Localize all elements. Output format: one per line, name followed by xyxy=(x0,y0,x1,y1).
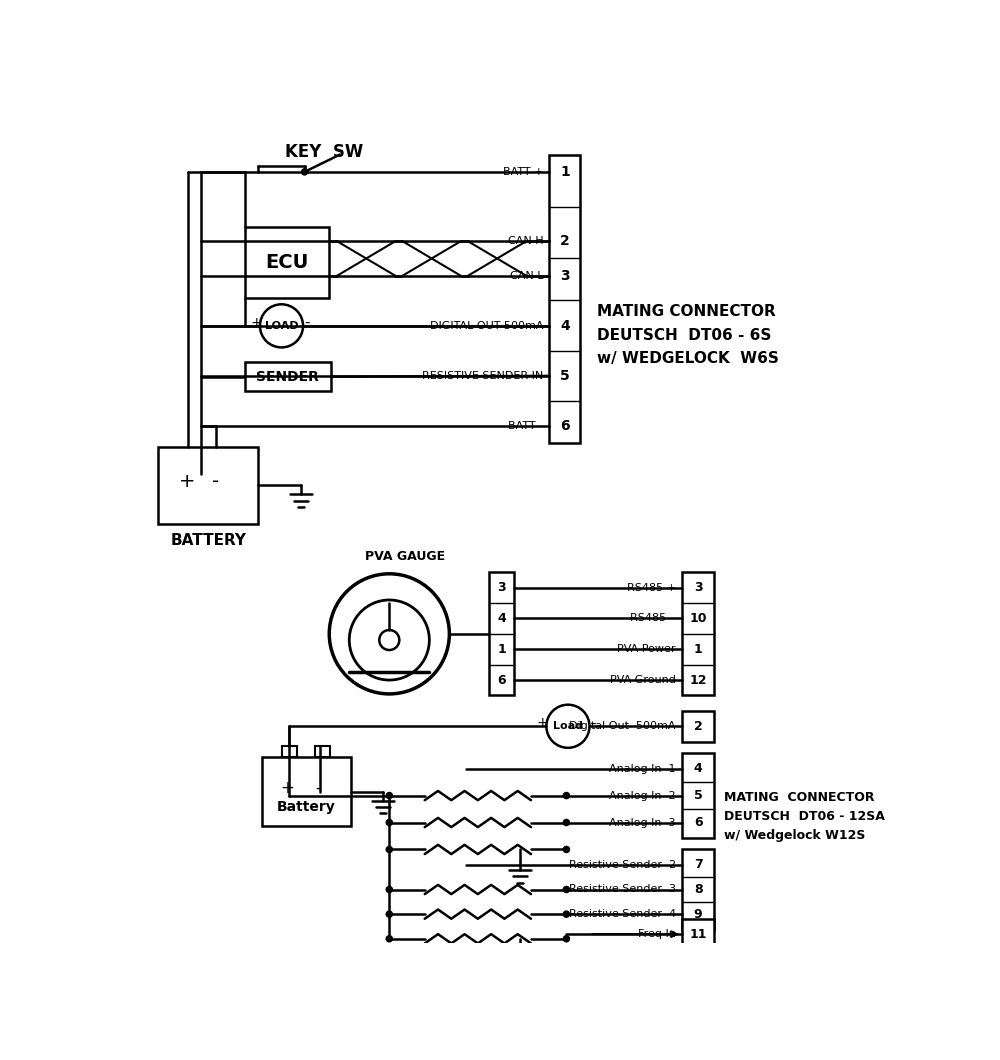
Circle shape xyxy=(260,304,303,348)
Text: 9: 9 xyxy=(694,907,702,921)
Text: LOAD: LOAD xyxy=(265,321,298,331)
Bar xyxy=(682,919,714,950)
Text: +: + xyxy=(179,472,196,491)
Text: 1: 1 xyxy=(694,642,702,656)
Text: CAN H: CAN H xyxy=(508,236,543,246)
Bar xyxy=(245,363,331,391)
Text: RS485 +: RS485 + xyxy=(627,583,676,593)
Bar xyxy=(245,227,329,298)
Circle shape xyxy=(563,819,569,826)
Circle shape xyxy=(563,793,569,798)
Circle shape xyxy=(329,573,449,694)
Text: BATT -: BATT - xyxy=(508,421,543,431)
Text: SENDER: SENDER xyxy=(256,370,319,384)
Text: Freq In: Freq In xyxy=(638,930,676,939)
Text: PVA Ground: PVA Ground xyxy=(610,675,676,685)
Text: Resistive Sender  2: Resistive Sender 2 xyxy=(569,860,676,870)
Text: BATT +: BATT + xyxy=(503,166,543,177)
Text: -: - xyxy=(212,472,220,491)
Circle shape xyxy=(563,886,569,893)
Text: w/ Wedgelock W12S: w/ Wedgelock W12S xyxy=(724,829,866,842)
Text: 3: 3 xyxy=(497,581,506,595)
Bar xyxy=(682,849,714,930)
Circle shape xyxy=(563,911,569,917)
Text: 4: 4 xyxy=(497,612,506,625)
Text: 6: 6 xyxy=(497,673,506,687)
Text: Analog In  3: Analog In 3 xyxy=(609,817,676,828)
Text: 1: 1 xyxy=(497,642,506,656)
Circle shape xyxy=(386,819,392,826)
Text: Resistive Sender  4: Resistive Sender 4 xyxy=(569,909,676,919)
Text: -: - xyxy=(304,315,310,331)
Circle shape xyxy=(386,911,392,917)
Bar xyxy=(682,572,714,695)
Text: 5: 5 xyxy=(694,789,702,802)
Text: 4: 4 xyxy=(560,319,570,333)
Text: -: - xyxy=(315,779,321,797)
Bar xyxy=(489,572,514,695)
Text: BATTERY: BATTERY xyxy=(170,533,246,548)
Text: +: + xyxy=(537,717,548,730)
Bar xyxy=(262,757,351,827)
Text: Analog In  2: Analog In 2 xyxy=(609,791,676,800)
Circle shape xyxy=(546,705,590,747)
Bar xyxy=(549,155,580,443)
Text: 5: 5 xyxy=(560,369,570,383)
Text: 3: 3 xyxy=(694,581,702,595)
Bar xyxy=(158,446,258,524)
Text: w/ WEDGELOCK  W6S: w/ WEDGELOCK W6S xyxy=(597,351,779,366)
Text: PVA Power: PVA Power xyxy=(617,644,676,654)
Text: 11: 11 xyxy=(689,928,707,940)
Text: DEUTSCH  DT06 - 6S: DEUTSCH DT06 - 6S xyxy=(597,328,772,342)
Bar xyxy=(682,711,714,742)
Text: 6: 6 xyxy=(560,419,570,432)
Circle shape xyxy=(349,600,429,681)
Circle shape xyxy=(563,846,569,852)
Text: 12: 12 xyxy=(689,673,707,687)
Text: 3: 3 xyxy=(560,269,570,283)
Text: -: - xyxy=(591,716,596,730)
Bar xyxy=(282,746,297,757)
Text: KEY  SW: KEY SW xyxy=(285,143,364,161)
Circle shape xyxy=(386,793,392,798)
Text: RESISTIVE SENDER IN: RESISTIVE SENDER IN xyxy=(422,371,543,381)
Bar xyxy=(682,754,714,837)
Circle shape xyxy=(302,169,308,175)
Bar xyxy=(315,746,330,757)
Circle shape xyxy=(563,936,569,942)
Text: Load: Load xyxy=(553,721,583,731)
Text: 7: 7 xyxy=(694,859,702,871)
Text: Battery: Battery xyxy=(277,800,336,814)
Circle shape xyxy=(386,846,392,852)
Circle shape xyxy=(386,936,392,942)
Text: 10: 10 xyxy=(689,612,707,625)
Text: Resistive Sender  3: Resistive Sender 3 xyxy=(569,884,676,895)
Text: 6: 6 xyxy=(694,816,702,829)
Text: +: + xyxy=(250,316,262,330)
Text: +: + xyxy=(280,779,294,797)
Text: Analog In  1: Analog In 1 xyxy=(609,763,676,774)
Text: 2: 2 xyxy=(694,720,702,732)
Text: 1: 1 xyxy=(560,165,570,179)
Text: Digital Out  500mA: Digital Out 500mA xyxy=(569,721,676,731)
Text: RS485 –: RS485 – xyxy=(630,614,676,623)
Text: MATING  CONNECTOR: MATING CONNECTOR xyxy=(724,791,875,803)
Circle shape xyxy=(386,886,392,893)
Text: 2: 2 xyxy=(560,234,570,248)
Text: 4: 4 xyxy=(694,762,702,775)
Text: MATING CONNECTOR: MATING CONNECTOR xyxy=(597,304,776,319)
Text: ECU: ECU xyxy=(265,253,309,272)
Text: CAN L: CAN L xyxy=(510,270,543,281)
Circle shape xyxy=(379,630,399,650)
Text: DEUTSCH  DT06 - 12SA: DEUTSCH DT06 - 12SA xyxy=(724,810,885,823)
Text: DIGITAL OUT 500mA: DIGITAL OUT 500mA xyxy=(430,321,543,331)
Text: 8: 8 xyxy=(694,883,702,896)
Text: PVA GAUGE: PVA GAUGE xyxy=(365,550,445,563)
